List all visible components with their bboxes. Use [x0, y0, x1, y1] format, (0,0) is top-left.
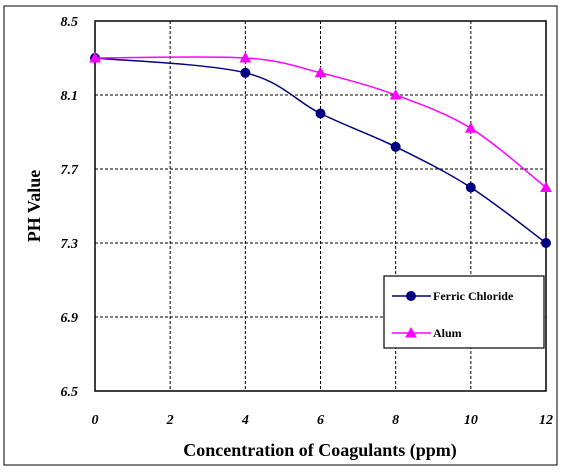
data-point-alum [389, 88, 402, 100]
data-point-ferric-chloride [541, 238, 551, 248]
y-tick-label: 6.5 [61, 385, 79, 400]
x-axis-ticks: 0 2 4 6 8 10 12 [92, 413, 554, 428]
x-tick-label: 10 [464, 413, 478, 428]
x-tick-label: 0 [92, 413, 99, 428]
y-axis-ticks: 6.5 6.9 7.3 7.7 8.1 8.5 [61, 15, 80, 400]
data-point-alum [314, 66, 327, 78]
data-point-ferric-chloride [465, 182, 476, 193]
data-series [89, 51, 552, 248]
data-point-ferric-chloride [315, 108, 326, 119]
series-line-alum [94, 56, 547, 189]
legend-marker-ferric-chloride [406, 291, 416, 301]
x-tick-label: 8 [392, 413, 399, 428]
legend-label-ferric-chloride: Ferric Chloride [433, 289, 514, 303]
legend-label-alum: Alum [433, 326, 462, 340]
data-point-ferric-chloride [390, 141, 401, 152]
data-point-alum [89, 51, 101, 63]
legend-marker-alum [405, 326, 417, 338]
data-point-ferric-chloride [240, 67, 251, 78]
x-tick-label: 2 [166, 413, 174, 428]
legend: Ferric Chloride Alum [383, 275, 545, 349]
y-tick-label: 7.3 [61, 237, 79, 252]
y-tick-label: 7.7 [61, 163, 80, 178]
x-axis-title: Concentration of Coagulants (ppm) [183, 440, 457, 461]
y-axis-title: PH Value [24, 170, 44, 243]
y-tick-label: 8.1 [61, 89, 79, 104]
data-point-alum [464, 122, 477, 133]
data-point-alum [540, 181, 552, 192]
x-tick-label: 12 [539, 413, 553, 428]
data-point-alum [239, 51, 252, 63]
x-tick-label: 4 [241, 413, 249, 428]
y-tick-label: 6.9 [61, 311, 79, 326]
y-tick-label: 8.5 [61, 15, 79, 30]
x-tick-label: 6 [317, 413, 324, 428]
